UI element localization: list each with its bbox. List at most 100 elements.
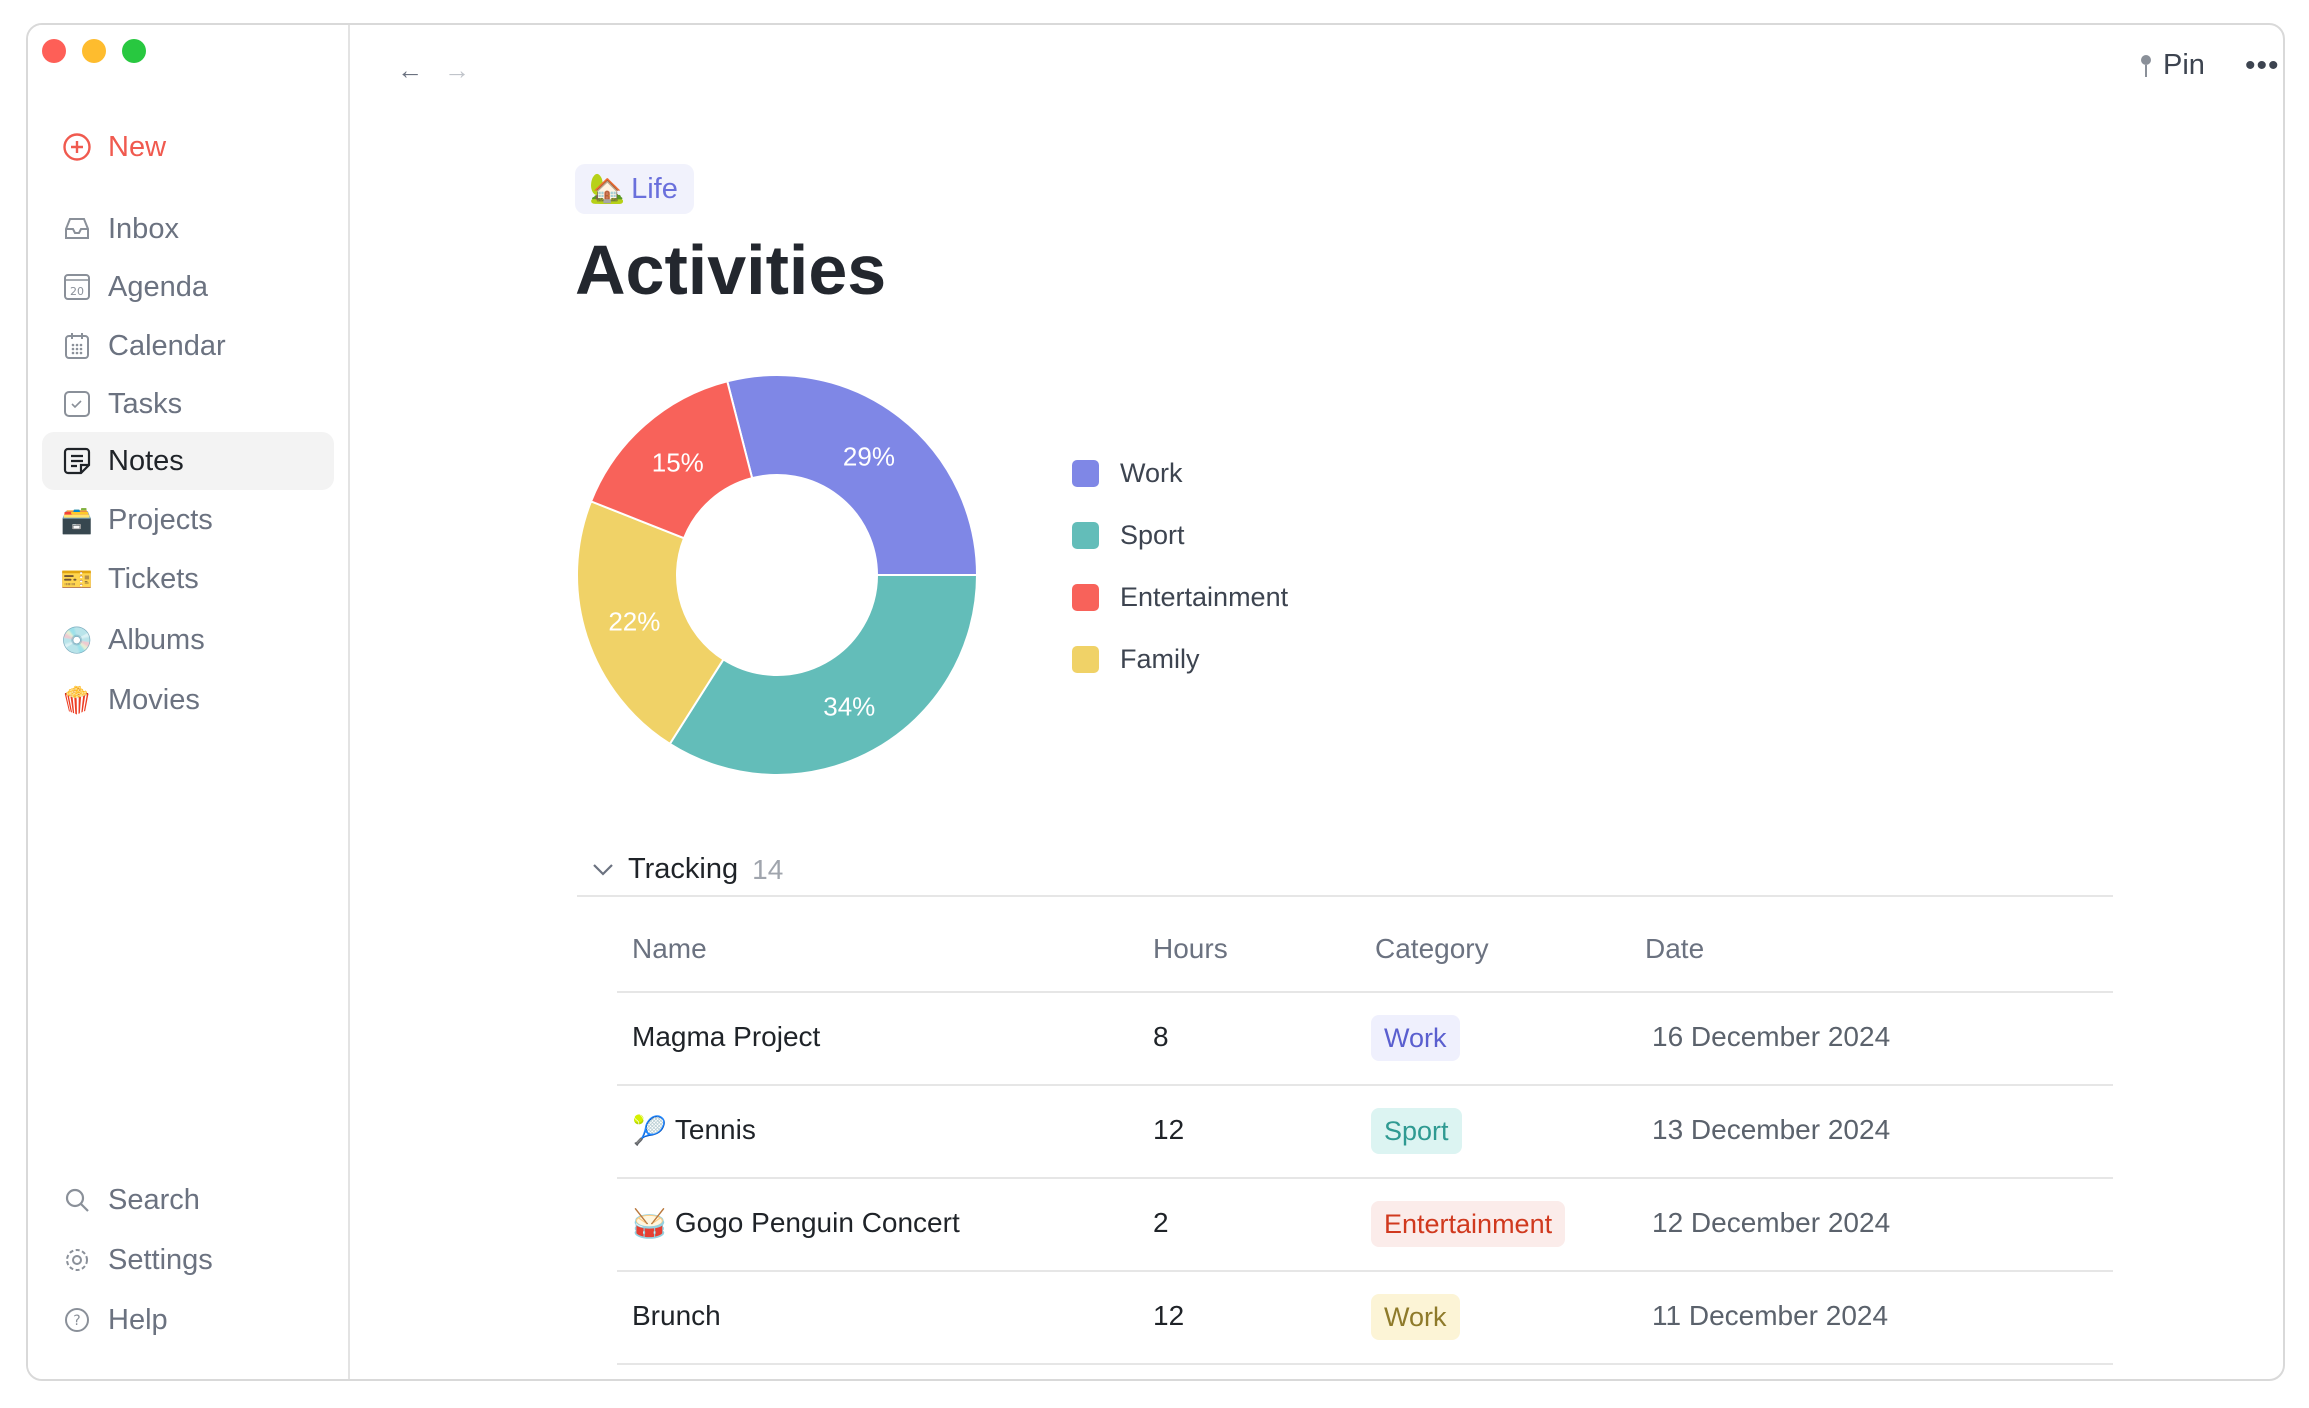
row-divider bbox=[617, 1363, 2113, 1365]
popcorn-icon: 🍿 bbox=[60, 684, 94, 715]
row-name[interactable]: 🎾 Tennis bbox=[632, 1114, 756, 1147]
row-hours: 8 bbox=[1153, 1021, 1169, 1052]
slice-label: 34% bbox=[823, 691, 875, 721]
card-box-icon: 🗃️ bbox=[60, 504, 94, 535]
row-date: 12 December 2024 bbox=[1652, 1207, 1891, 1238]
inbox-icon bbox=[62, 214, 92, 244]
legend-swatch bbox=[1072, 460, 1099, 487]
legend-label: Work bbox=[1120, 458, 1183, 488]
row-name-text: Magma Project bbox=[632, 1021, 821, 1052]
slice-label: 22% bbox=[608, 606, 660, 636]
legend-swatch bbox=[1072, 522, 1099, 549]
donut-slice-work[interactable] bbox=[726, 374, 979, 576]
legend-item-sport[interactable]: Sport bbox=[1072, 520, 1185, 551]
sidebar-item-label: Tickets bbox=[108, 562, 199, 595]
close-window-button[interactable] bbox=[42, 39, 66, 63]
column-header-category[interactable]: Category bbox=[1375, 933, 1489, 964]
donut-chart: 29% 34% 22% 15% bbox=[576, 374, 979, 776]
pin-icon bbox=[2141, 54, 2151, 77]
row-name[interactable]: Brunch bbox=[632, 1300, 721, 1332]
sidebar-item-settings[interactable]: Settings bbox=[42, 1231, 334, 1289]
row-name-text: Brunch bbox=[632, 1300, 721, 1331]
app-window: New Inbox 20 Agenda Calendar Tasks Notes 🗃️ Pro… bbox=[26, 23, 2285, 1381]
legend-swatch bbox=[1072, 646, 1099, 673]
pin-label: Pin bbox=[2163, 49, 2205, 81]
chip-label: Life bbox=[631, 172, 678, 205]
legend-item-family[interactable]: Family bbox=[1072, 644, 1200, 675]
slice-label: 15% bbox=[652, 447, 704, 477]
row-hours: 12 bbox=[1153, 1300, 1185, 1331]
calendar-icon bbox=[62, 331, 92, 361]
sidebar-item-agenda[interactable]: 20 Agenda bbox=[42, 258, 334, 316]
row-name-text: Gogo Penguin Concert bbox=[674, 1207, 960, 1238]
sidebar-item-search[interactable]: Search bbox=[42, 1171, 334, 1229]
zoom-window-button[interactable] bbox=[122, 39, 146, 63]
sidebar-item-label: Help bbox=[108, 1303, 168, 1336]
row-emoji-icon: 🎾 bbox=[632, 1115, 667, 1146]
tasks-icon bbox=[62, 389, 92, 419]
sidebar-item-label: Tasks bbox=[108, 387, 183, 420]
category-badge[interactable]: Work bbox=[1371, 1294, 1460, 1340]
gear-icon bbox=[62, 1245, 92, 1275]
more-options-icon[interactable]: ••• bbox=[2245, 49, 2280, 82]
cd-icon: 💿 bbox=[60, 624, 94, 655]
row-name[interactable]: 🥁 Gogo Penguin Concert bbox=[632, 1207, 960, 1240]
tracking-count: 14 bbox=[752, 853, 784, 885]
sidebar-item-albums[interactable]: 💿 Albums bbox=[42, 611, 334, 669]
sidebar-item-inbox[interactable]: Inbox bbox=[42, 200, 334, 258]
ticket-icon: 🎫 bbox=[60, 563, 94, 594]
donut-slice-family[interactable] bbox=[576, 500, 725, 746]
column-header-hours[interactable]: Hours bbox=[1153, 933, 1228, 964]
legend-label: Sport bbox=[1120, 520, 1185, 550]
search-icon bbox=[62, 1185, 92, 1215]
slice-label: 29% bbox=[843, 441, 895, 471]
agenda-icon: 20 bbox=[62, 272, 92, 302]
legend-item-entertainment[interactable]: Entertainment bbox=[1072, 582, 1288, 613]
legend-label: Entertainment bbox=[1120, 582, 1289, 612]
sidebar-item-tickets[interactable]: 🎫 Tickets bbox=[42, 550, 334, 608]
row-date: 13 December 2024 bbox=[1652, 1114, 1891, 1145]
forward-arrow-icon[interactable]: → bbox=[444, 55, 470, 85]
row-divider bbox=[617, 1177, 2113, 1179]
row-name[interactable]: Magma Project bbox=[632, 1021, 820, 1053]
sidebar-item-projects[interactable]: 🗃️ Projects bbox=[42, 491, 334, 549]
row-emoji-icon: 🥁 bbox=[632, 1208, 667, 1239]
row-date: 16 December 2024 bbox=[1652, 1021, 1891, 1052]
sidebar-item-label: Calendar bbox=[108, 329, 226, 362]
category-badge[interactable]: Sport bbox=[1371, 1108, 1462, 1154]
sidebar-item-movies[interactable]: 🍿 Movies bbox=[42, 671, 334, 729]
row-divider bbox=[617, 1270, 2113, 1272]
plus-circle-icon bbox=[62, 132, 92, 162]
row-name-text: Tennis bbox=[674, 1114, 756, 1145]
divider bbox=[577, 895, 2113, 897]
minimize-window-button[interactable] bbox=[82, 39, 106, 63]
sidebar-item-label: Projects bbox=[108, 503, 213, 536]
legend-item-work[interactable]: Work bbox=[1072, 458, 1183, 489]
sidebar-item-label: Settings bbox=[108, 1243, 213, 1276]
column-header-name[interactable]: Name bbox=[632, 933, 707, 964]
sidebar-item-label: Movies bbox=[108, 683, 200, 716]
category-badge[interactable]: Entertainment bbox=[1371, 1201, 1566, 1247]
donut-slice-entertainment[interactable] bbox=[589, 380, 754, 540]
page-title: Activities bbox=[575, 231, 887, 309]
sidebar-item-notes[interactable]: Notes bbox=[42, 432, 334, 490]
sidebar-item-label: Search bbox=[108, 1183, 200, 1216]
new-button[interactable]: New bbox=[42, 118, 334, 176]
row-divider bbox=[617, 1084, 2113, 1086]
sidebar-item-help[interactable]: ? Help bbox=[42, 1291, 334, 1349]
svg-text:20: 20 bbox=[70, 285, 84, 298]
back-arrow-icon[interactable]: ← bbox=[397, 55, 423, 85]
donut-slice-sport[interactable] bbox=[668, 574, 979, 776]
column-header-date[interactable]: Date bbox=[1645, 933, 1705, 964]
parent-page-chip[interactable]: 🏡 Life bbox=[575, 164, 694, 214]
divider bbox=[617, 991, 2113, 993]
sidebar-item-calendar[interactable]: Calendar bbox=[42, 317, 334, 375]
sidebar-item-tasks[interactable]: Tasks bbox=[42, 375, 334, 433]
sidebar-item-label: Inbox bbox=[108, 212, 179, 245]
category-badge[interactable]: Work bbox=[1371, 1015, 1460, 1061]
pin-button[interactable]: Pin bbox=[2139, 49, 2205, 82]
sidebar-item-label: Albums bbox=[108, 623, 205, 656]
tracking-label: Tracking bbox=[628, 853, 739, 885]
tracking-section-header[interactable]: Tracking 14 bbox=[592, 853, 783, 886]
legend-swatch bbox=[1072, 584, 1099, 611]
